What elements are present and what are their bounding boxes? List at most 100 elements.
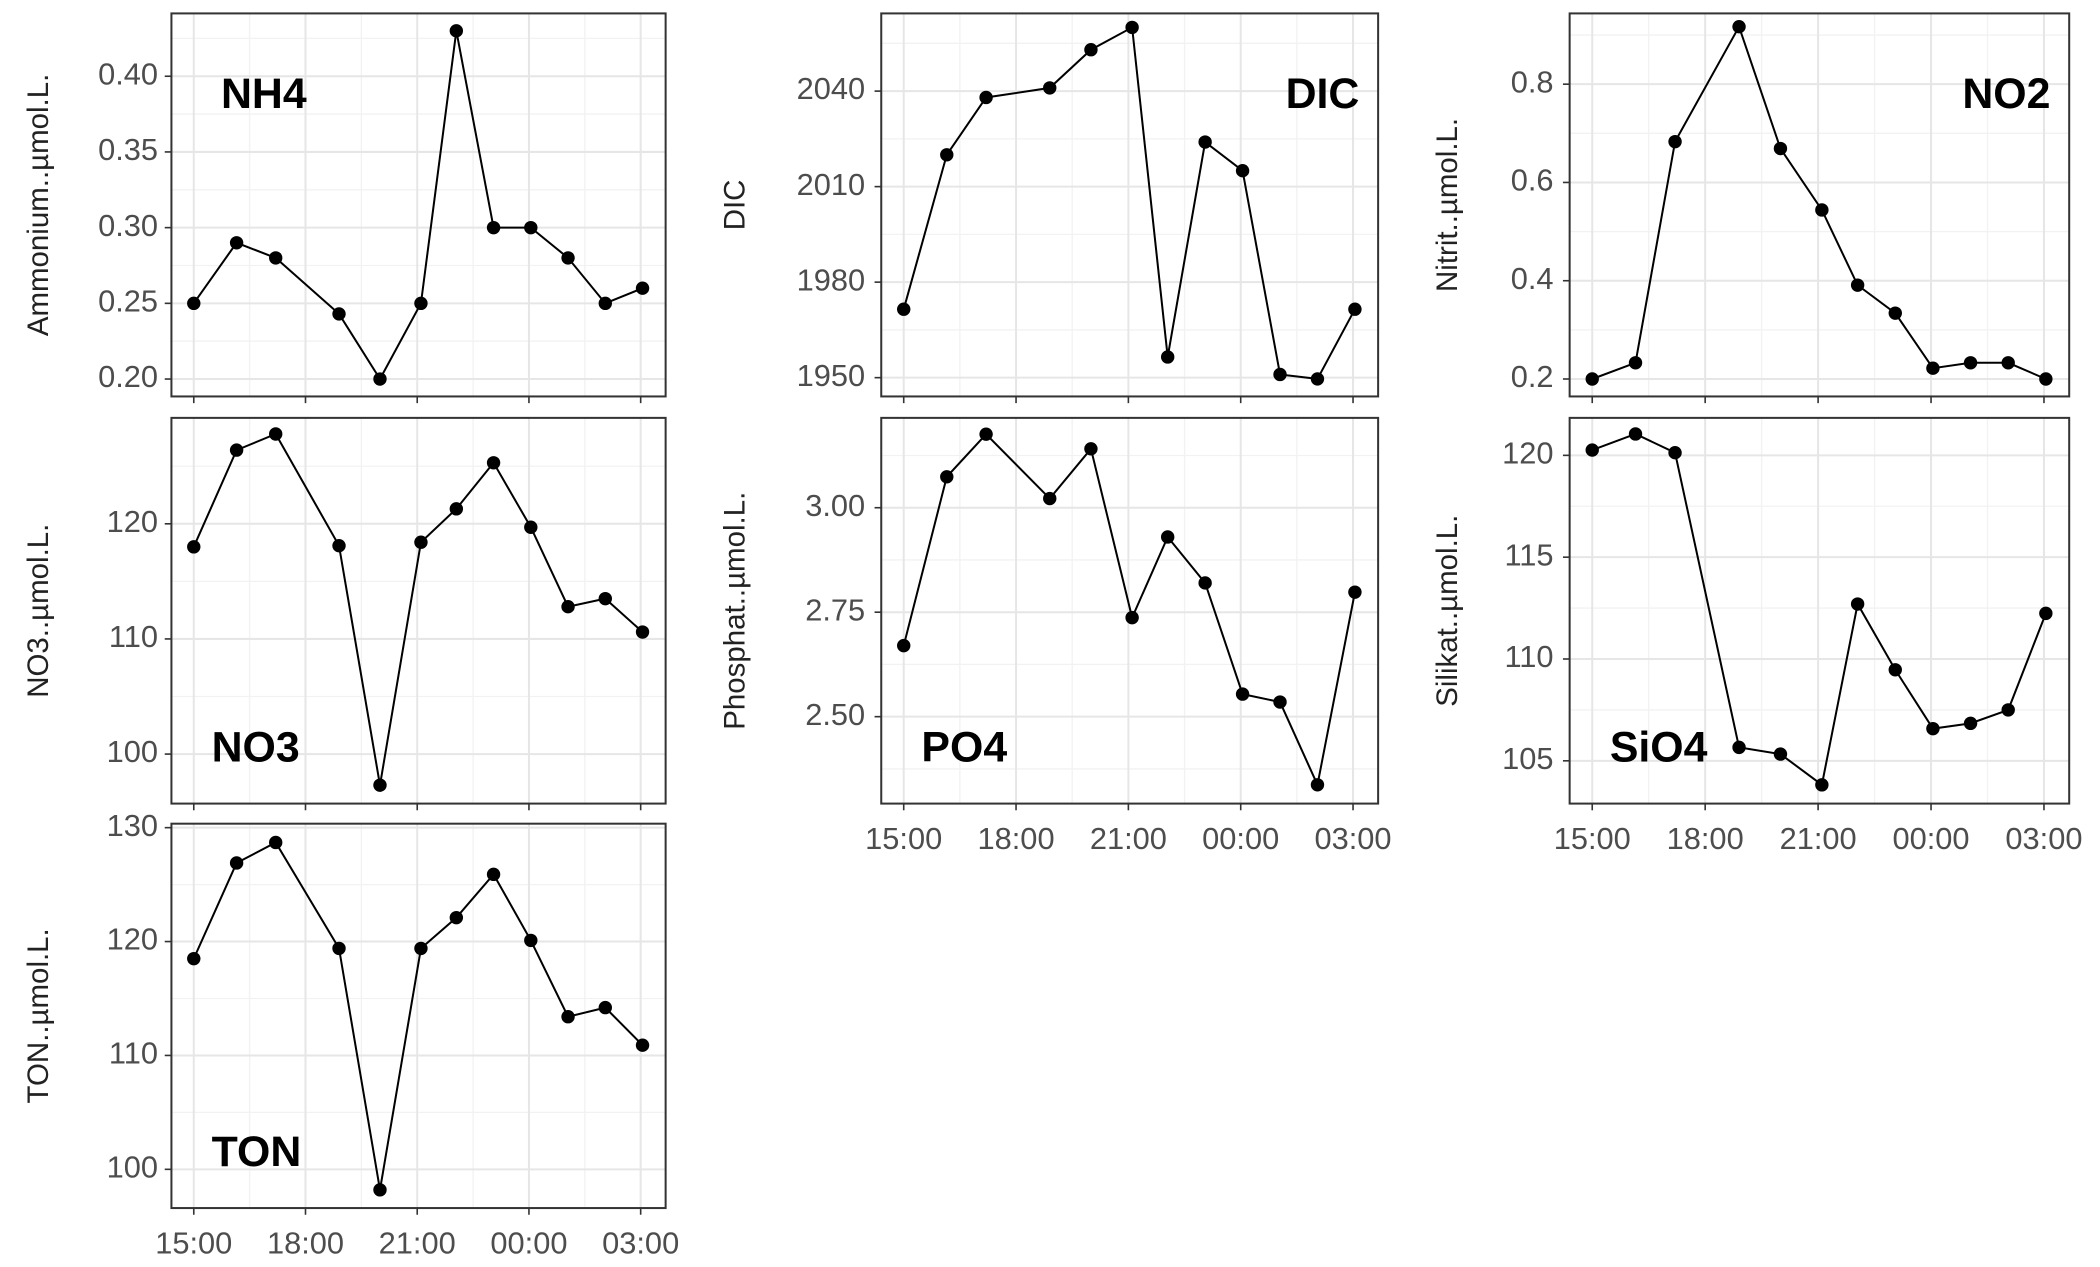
data-point: [524, 520, 538, 534]
data-point: [373, 372, 387, 386]
data-point: [1888, 306, 1902, 320]
data-point: [1585, 372, 1599, 386]
data-point: [449, 502, 464, 516]
y-tick-label: 0.2: [1511, 359, 1554, 394]
y-tick-label: 0.30: [98, 208, 158, 243]
data-point: [1585, 443, 1599, 457]
data-point: [373, 1183, 387, 1197]
data-point: [1235, 164, 1250, 178]
data-point: [1198, 576, 1212, 590]
data-point: [1235, 687, 1250, 701]
data-point: [1773, 141, 1788, 156]
data-point: [486, 220, 501, 235]
data-point: [187, 296, 201, 311]
y-tick-label: 1950: [797, 358, 866, 393]
y-tick-label: 0.35: [98, 132, 158, 167]
data-point: [598, 1000, 612, 1015]
data-point: [635, 1038, 650, 1052]
panel-label: PO4: [921, 723, 1007, 771]
data-point: [486, 867, 501, 882]
y-tick-label: 2010: [797, 167, 866, 202]
y-tick-label: 120: [107, 922, 158, 957]
data-point: [332, 941, 346, 956]
y-tick-label: 115: [1504, 537, 1553, 572]
y-tick-label: 0.40: [98, 56, 158, 91]
data-point: [1815, 203, 1829, 217]
data-point: [1084, 442, 1098, 456]
data-point: [979, 90, 993, 105]
y-tick-label: 1980: [797, 262, 866, 297]
data-point: [332, 307, 346, 321]
panel-border: [880, 12, 1380, 398]
x-tick-label: 03:00: [1314, 821, 1391, 856]
data-point: [979, 427, 993, 441]
data-point: [1732, 19, 1746, 34]
y-tick-label: 120: [1502, 435, 1553, 470]
data-point: [269, 427, 283, 441]
y-tick-label: 110: [1504, 639, 1553, 674]
data-point: [1043, 81, 1057, 95]
data-point: [2039, 372, 2053, 386]
data-point: [940, 148, 954, 162]
y-tick-label: 105: [1502, 741, 1553, 776]
data-line: [902, 432, 1356, 789]
y-tick-label: 100: [107, 734, 158, 769]
x-tick-label: 18:00: [1667, 821, 1744, 856]
y-tick-label: 3.00: [805, 488, 865, 523]
y-tick-label: 130: [107, 808, 158, 843]
data-line: [192, 30, 643, 382]
panel-background: [171, 13, 666, 397]
panel-label: TON: [212, 1128, 302, 1176]
x-tick-label: 21:00: [1090, 821, 1167, 856]
data-point: [1125, 610, 1139, 625]
data-point: [269, 835, 283, 850]
panel-border: [170, 12, 667, 398]
panel-border: [1568, 416, 2071, 805]
x-tick-label: 03:00: [2005, 821, 2082, 856]
y-tick-label: 100: [107, 1149, 158, 1184]
data-point: [524, 933, 538, 948]
data-point: [449, 24, 464, 38]
x-tick-label: 18:00: [978, 821, 1055, 856]
data-point: [940, 470, 954, 484]
data-point: [1160, 530, 1175, 544]
panel-background: [171, 823, 666, 1209]
y-tick-label: 110: [109, 1036, 158, 1071]
data-point: [1160, 350, 1175, 364]
data-point: [635, 281, 650, 295]
x-tick-label: 21:00: [1780, 821, 1857, 856]
y-tick-label: 2.75: [805, 592, 865, 627]
data-point: [598, 296, 612, 311]
data-point: [1773, 747, 1788, 761]
x-tick-label: 18:00: [267, 1226, 344, 1261]
panel-label: NH4: [221, 70, 307, 118]
data-point: [187, 540, 201, 554]
x-tick-label: 15:00: [155, 1226, 232, 1261]
data-point: [1850, 278, 1865, 292]
y-axis-title: Silikat..µmol.L.: [1431, 515, 1464, 707]
y-tick-label: 110: [109, 619, 158, 654]
data-point: [332, 538, 346, 553]
y-tick-label: 120: [107, 504, 158, 539]
data-point: [598, 591, 612, 606]
data-point: [1043, 491, 1057, 506]
data-point: [1668, 446, 1682, 460]
panel-background: [1569, 417, 2070, 804]
data-point: [414, 941, 428, 956]
y-tick-label: 0.20: [98, 359, 158, 394]
data-point: [1310, 372, 1325, 386]
data-point: [561, 251, 575, 265]
panel-label: NO3: [212, 723, 300, 771]
y-axis-title: Nitrit..µmol.L.: [1431, 118, 1464, 292]
y-tick-label: 0.4: [1511, 261, 1554, 296]
x-tick-label: 03:00: [602, 1226, 679, 1261]
panel-label: DIC: [1286, 70, 1360, 118]
data-point: [2001, 356, 2015, 370]
data-point: [1310, 778, 1325, 792]
y-tick-label: 2040: [797, 71, 866, 106]
panel-background: [881, 13, 1379, 397]
data-point: [1273, 367, 1287, 382]
data-point: [1963, 356, 1978, 370]
data-point: [414, 535, 428, 549]
data-point: [449, 910, 464, 925]
